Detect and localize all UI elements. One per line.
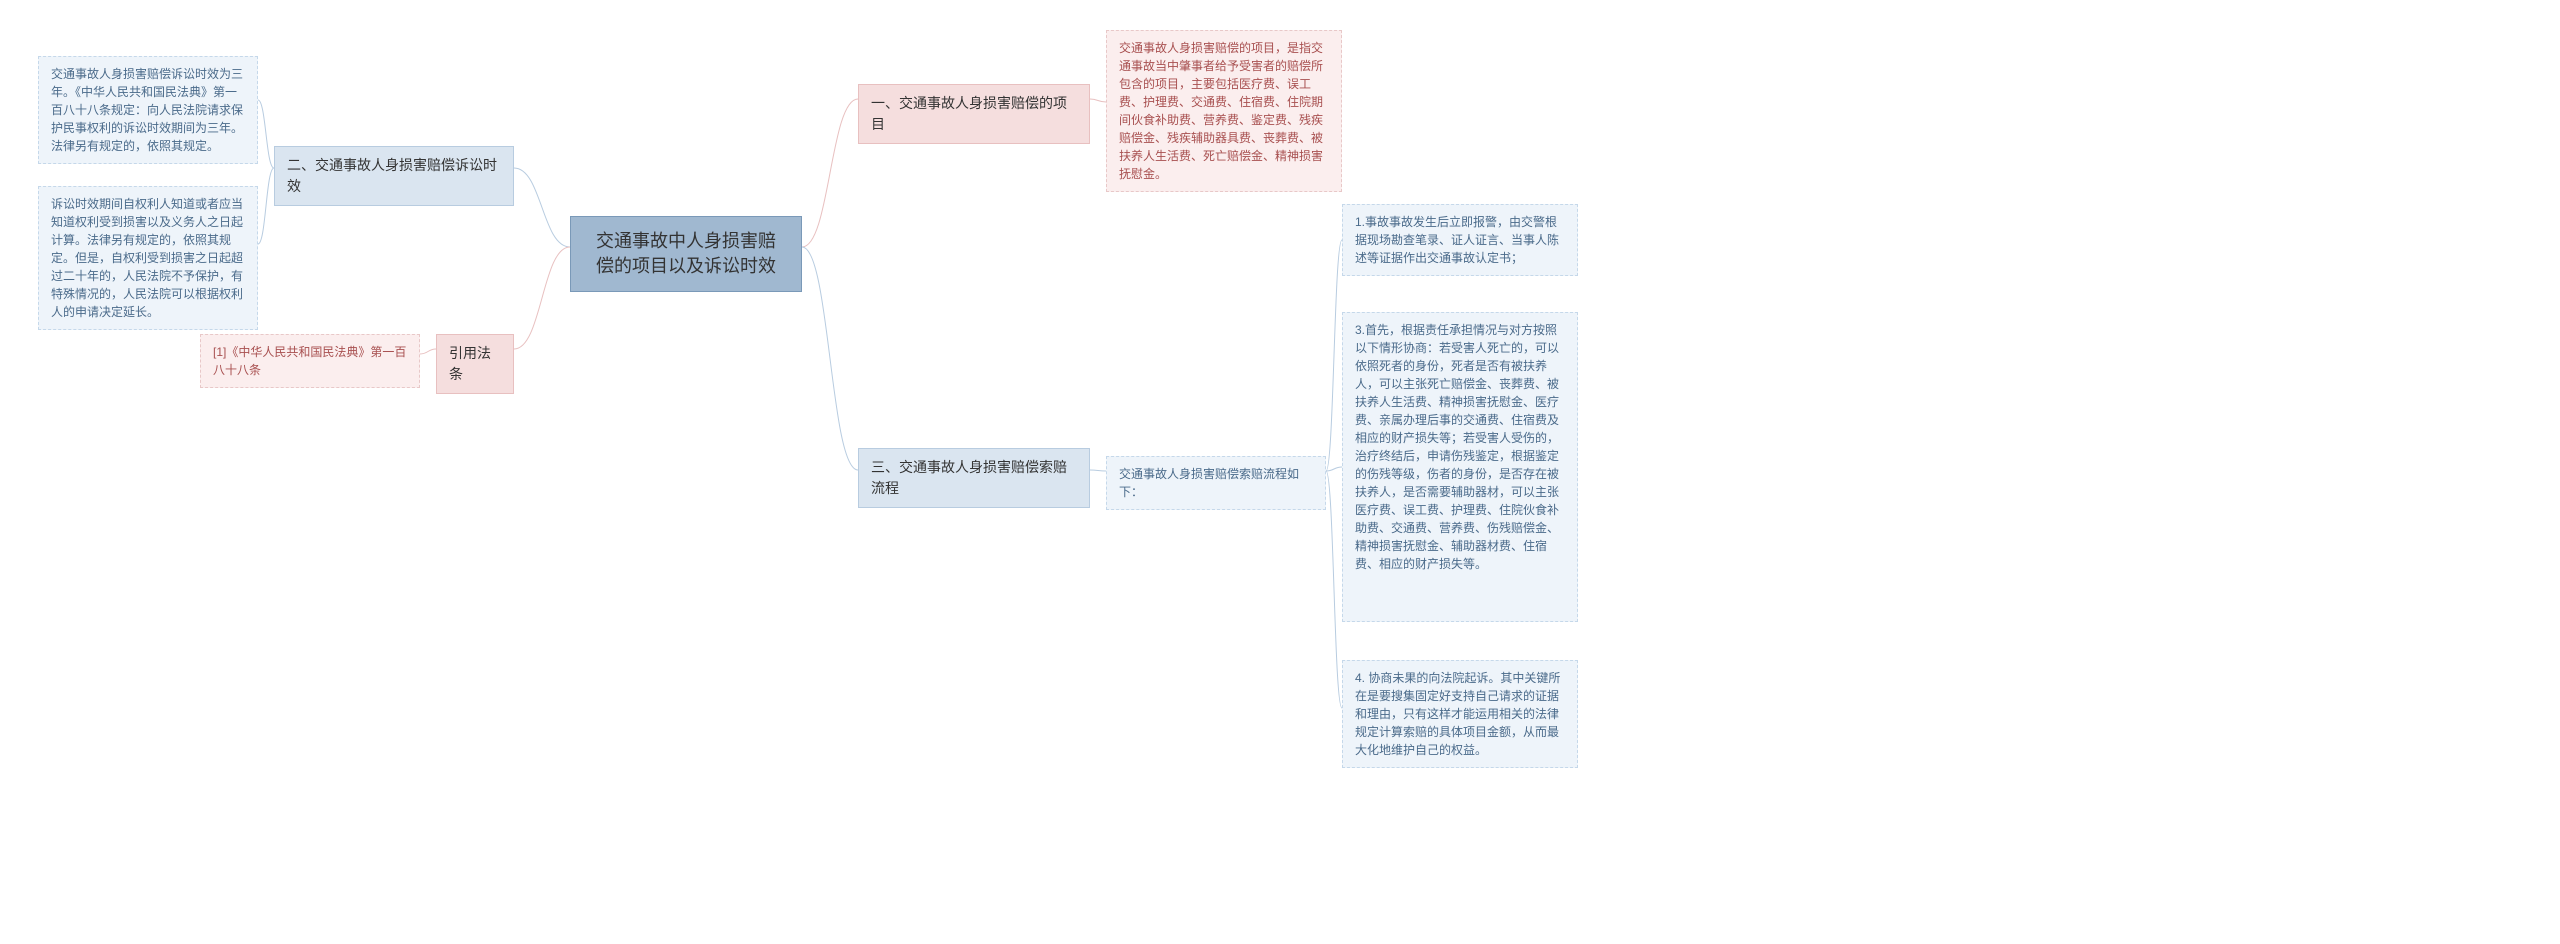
branch-sec1: 一、交通事故人身损害赔偿的项目 bbox=[858, 84, 1090, 144]
connector bbox=[1326, 240, 1342, 471]
connector bbox=[1326, 467, 1342, 471]
connector bbox=[258, 168, 274, 244]
connector bbox=[258, 100, 274, 168]
connector bbox=[420, 349, 436, 354]
leaf-sec1-0: 交通事故人身损害赔偿的项目，是指交通事故当中肇事者给予受害者的赔偿所包含的项目，… bbox=[1106, 30, 1342, 192]
leaf-cite-0: [1]《中华人民共和国民法典》第一百八十八条 bbox=[200, 334, 420, 388]
branch-cite: 引用法条 bbox=[436, 334, 514, 394]
branch-sec3: 三、交通事故人身损害赔偿索赔流程 bbox=[858, 448, 1090, 508]
connector bbox=[802, 247, 858, 470]
root-node: 交通事故中人身损害赔偿的项目以及诉讼时效 bbox=[570, 216, 802, 292]
leaf-sec3-0-0: 1.事故事故发生后立即报警，由交警根据现场勘查笔录、证人证言、当事人陈述等证据作… bbox=[1342, 204, 1578, 276]
connector bbox=[802, 99, 858, 247]
leaf-sec2-0: 交通事故人身损害赔偿诉讼时效为三年。《中华人民共和国民法典》第一百八十八条规定：… bbox=[38, 56, 258, 164]
branch-sec2: 二、交通事故人身损害赔偿诉讼时效 bbox=[274, 146, 514, 206]
leaf-sec3-0-1: 3.首先，根据责任承担情况与对方按照以下情形协商：若受害人死亡的，可以依照死者的… bbox=[1342, 312, 1578, 622]
leaf-sec3-0: 交通事故人身损害赔偿索赔流程如下： bbox=[1106, 456, 1326, 510]
leaf-sec2-1: 诉讼时效期间自权利人知道或者应当知道权利受到损害以及义务人之日起计算。法律另有规… bbox=[38, 186, 258, 330]
connector bbox=[1090, 470, 1106, 471]
leaf-sec3-0-2: 4. 协商未果的向法院起诉。其中关键所在是要搜集固定好支持自己请求的证据和理由，… bbox=[1342, 660, 1578, 768]
connector bbox=[514, 247, 570, 349]
connector bbox=[514, 168, 570, 247]
connector bbox=[1326, 471, 1342, 708]
connector bbox=[1090, 99, 1106, 102]
